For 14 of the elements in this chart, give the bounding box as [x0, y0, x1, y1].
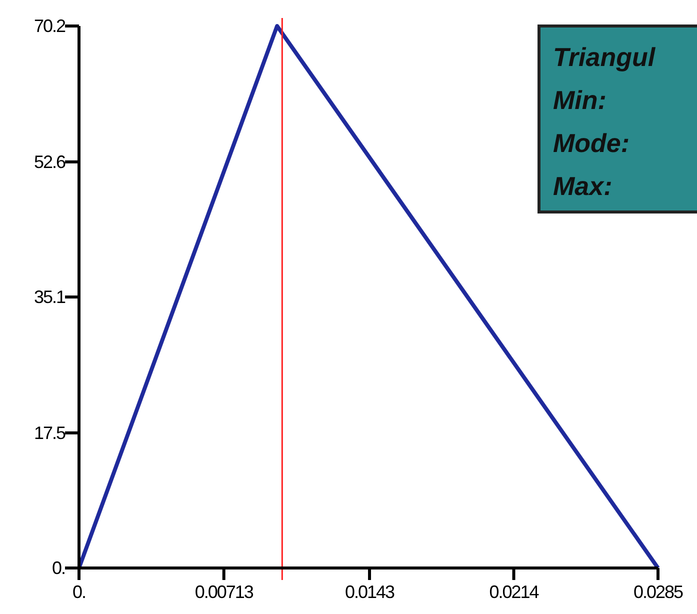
annotation: Mode:	[553, 128, 630, 158]
x-tick-label: 0.00713	[194, 582, 254, 602]
annotation: Max:	[553, 171, 612, 201]
annotation: Triangul	[553, 42, 656, 72]
y-tick-label: 70.2	[34, 16, 66, 36]
y-tick-label: 35.1	[34, 287, 66, 307]
y-tick-label: 17.5	[34, 422, 66, 443]
x-tick-label: 0.0285	[633, 582, 684, 602]
x-tick-label: 0.0143	[344, 582, 396, 602]
annotation: Min:	[553, 85, 606, 115]
y-tick-label: 0.	[52, 558, 65, 578]
x-tick-label: 0.	[72, 582, 86, 602]
y-tick-label: 52.6	[34, 152, 66, 172]
x-tick-label: 0.0214	[489, 582, 540, 602]
